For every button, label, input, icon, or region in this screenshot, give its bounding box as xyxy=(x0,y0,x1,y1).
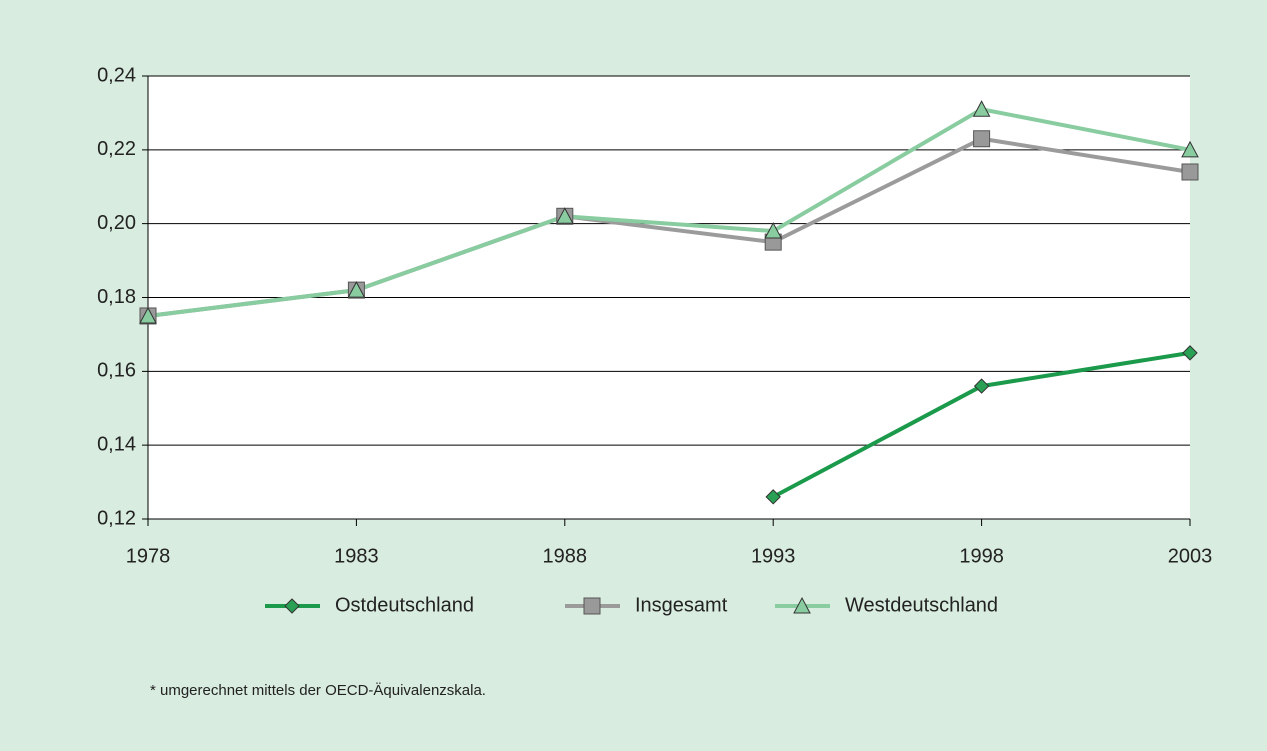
y-tick-label: 0,22 xyxy=(97,138,136,160)
data-point xyxy=(1181,140,1199,158)
legend-marker xyxy=(583,597,601,615)
x-tick-label: 1988 xyxy=(543,545,588,567)
y-tick-label: 0,16 xyxy=(97,360,136,382)
legend-marker xyxy=(284,598,300,614)
data-point xyxy=(973,130,991,148)
legend-label: Westdeutschland xyxy=(845,594,998,616)
data-point xyxy=(973,378,990,394)
y-tick-label: 0,12 xyxy=(97,507,136,529)
legend-label: Insgesamt xyxy=(635,594,728,616)
legend-marker xyxy=(793,596,811,614)
data-point xyxy=(764,221,783,239)
data-point xyxy=(555,207,574,224)
y-tick-label: 0,20 xyxy=(97,212,136,234)
x-tick-label: 1978 xyxy=(126,545,171,567)
data-point xyxy=(765,489,781,505)
x-tick-label: 1983 xyxy=(334,545,379,567)
x-tick-label: 2003 xyxy=(1168,545,1213,567)
data-point xyxy=(347,281,366,298)
data-point xyxy=(139,306,157,324)
data-point xyxy=(972,100,991,117)
x-tick-label: 1993 xyxy=(751,545,796,567)
x-tick-label: 1998 xyxy=(959,545,1004,567)
data-point xyxy=(1181,163,1199,181)
footnote: * umgerechnet mittels der OECD-Äquivalen… xyxy=(150,682,486,699)
y-tick-label: 0,18 xyxy=(97,286,136,308)
legend-label: Ostdeutschland xyxy=(335,594,474,616)
data-point xyxy=(1182,345,1198,361)
y-tick-label: 0,24 xyxy=(97,64,136,86)
y-tick-label: 0,14 xyxy=(97,433,136,455)
series-line xyxy=(147,107,1191,318)
